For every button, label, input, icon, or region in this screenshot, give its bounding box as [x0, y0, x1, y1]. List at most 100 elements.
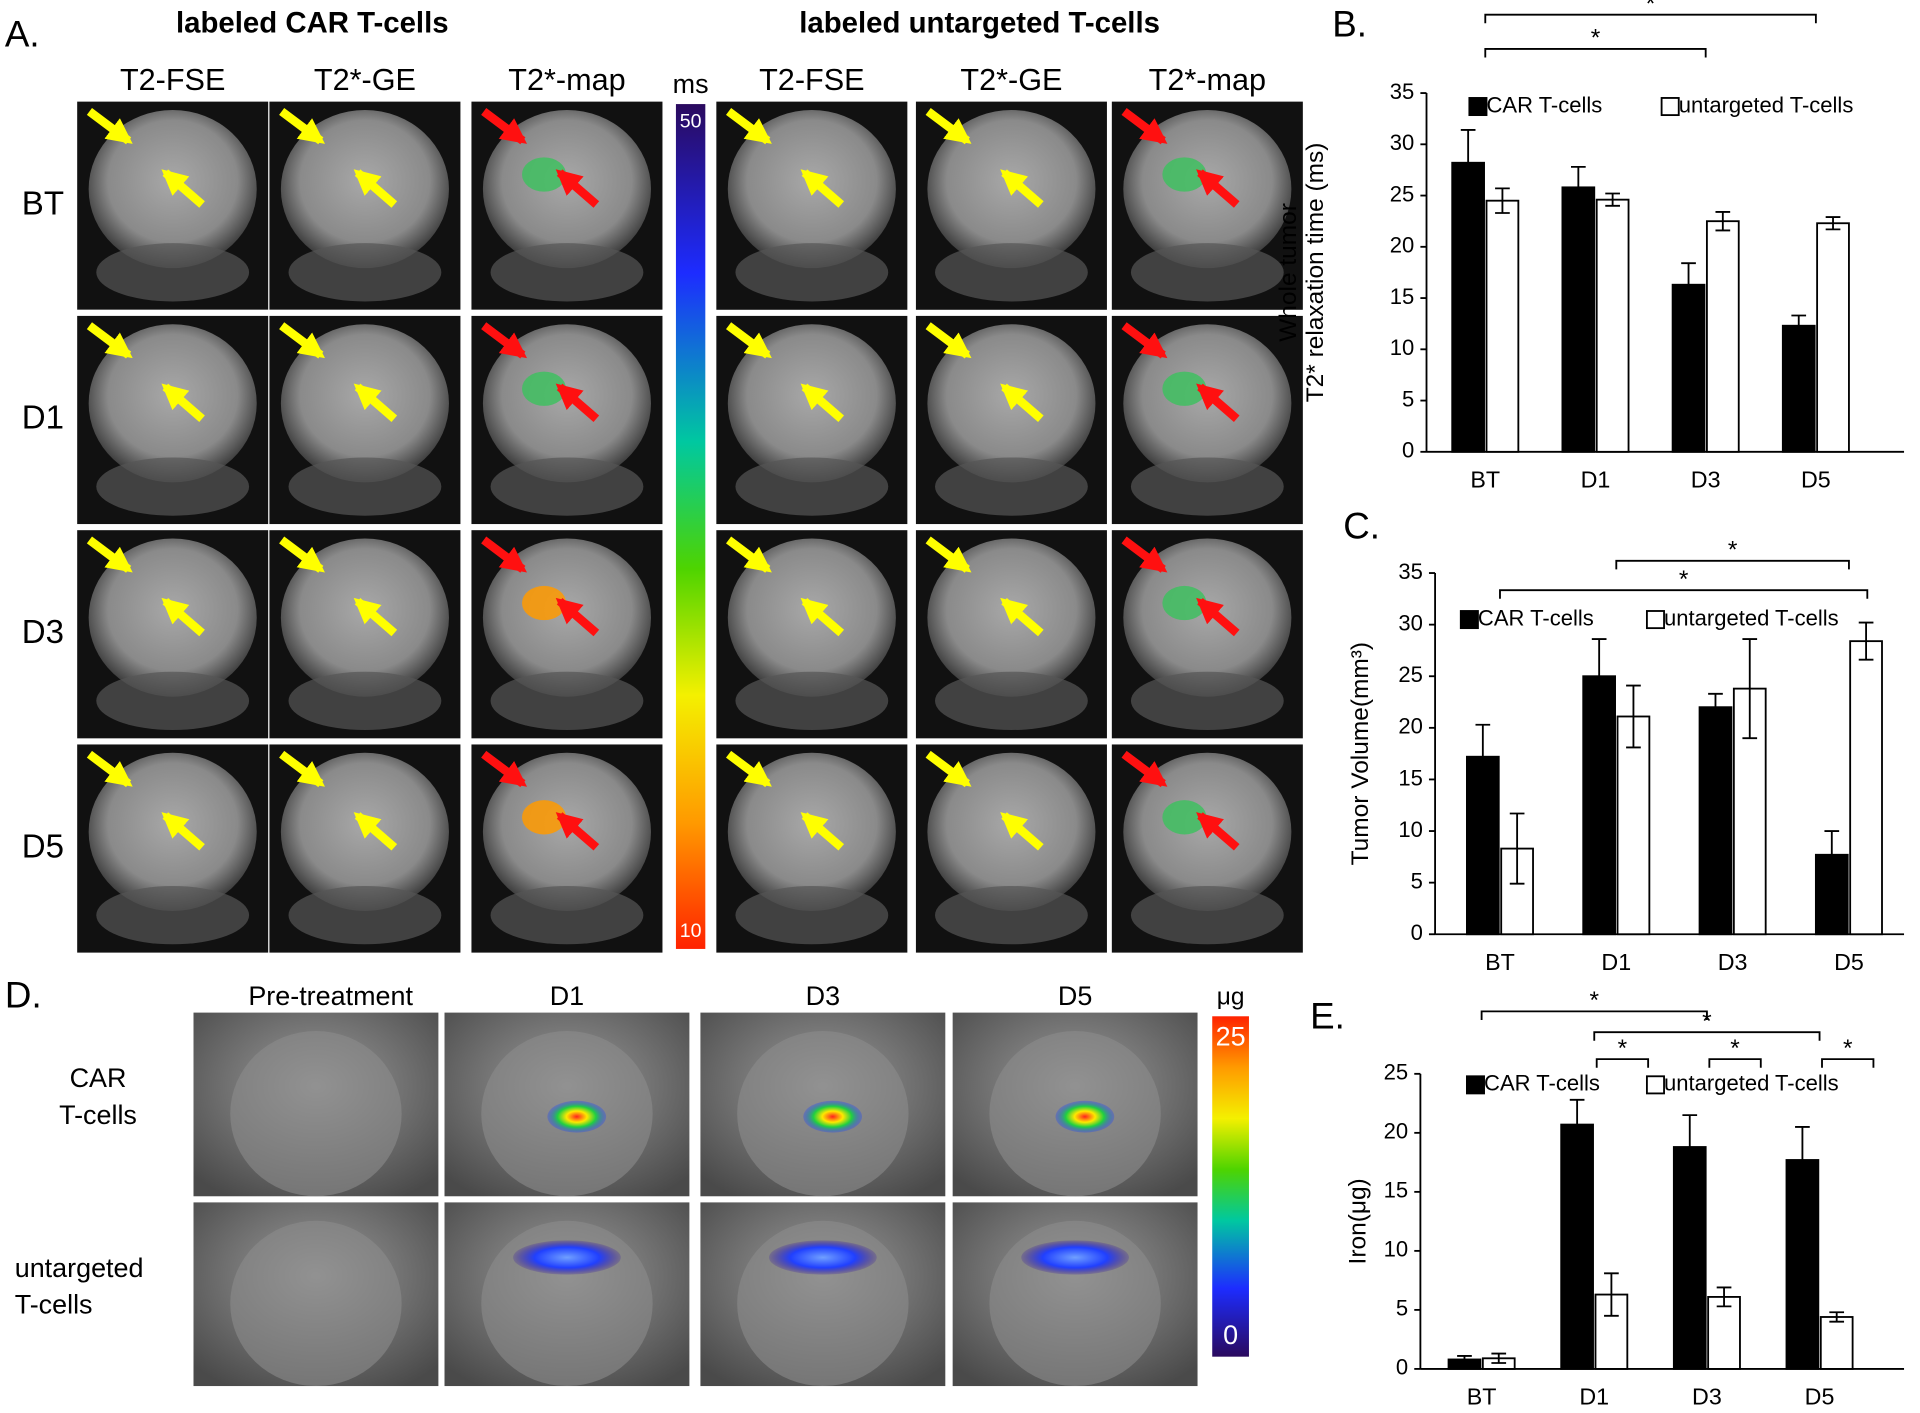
- bar: [1781, 324, 1816, 453]
- arrow: [86, 750, 133, 788]
- arrow: [555, 597, 600, 637]
- x-tick-label: D3: [1692, 1383, 1722, 1409]
- significance-star: *: [1843, 1035, 1853, 1062]
- error-bar: [1495, 187, 1510, 214]
- column-header: D1: [550, 981, 584, 1011]
- row-label: D5: [22, 828, 64, 865]
- column-header: T2*-map: [1149, 63, 1266, 97]
- arrow: [1121, 750, 1168, 788]
- error-bar: [1491, 1352, 1507, 1364]
- y-axis-label: Iron(μg): [1345, 1178, 1372, 1264]
- significance-bracket: [1499, 589, 1869, 599]
- tumor-map: [521, 800, 567, 835]
- error-bar: [1457, 1355, 1472, 1364]
- arrow: [1000, 169, 1044, 208]
- skull-base: [1130, 243, 1284, 302]
- bar: [1849, 640, 1883, 936]
- bar: [1707, 1296, 1741, 1370]
- y-tick-label: 5: [1411, 868, 1423, 893]
- error-bar: [1858, 621, 1874, 661]
- column-header: Pre-treatment: [248, 981, 413, 1011]
- legend-swatch: [1459, 610, 1479, 630]
- skull-base: [1130, 457, 1284, 516]
- mouse-head: [230, 1030, 402, 1197]
- signal: [547, 1100, 607, 1133]
- error-bar: [1605, 192, 1620, 207]
- x-tick-label: D5: [1834, 949, 1864, 975]
- y-axis-label: T2* relaxation time (ms): [1302, 143, 1329, 403]
- tumor-map: [521, 371, 567, 406]
- arrow: [1121, 536, 1168, 573]
- column-header: D5: [1058, 981, 1092, 1011]
- legend-swatch: [1645, 610, 1665, 630]
- error-bar: [1604, 1272, 1619, 1317]
- y-tick-label: 30: [1390, 130, 1414, 155]
- legend-swatch: [1468, 97, 1488, 117]
- arrow: [1000, 383, 1044, 422]
- signal: [513, 1240, 621, 1275]
- arrow: [353, 812, 398, 851]
- x-tick-label: D1: [1579, 1383, 1609, 1409]
- row-label: T-cells: [15, 1290, 93, 1320]
- error-bar: [1795, 1126, 1810, 1194]
- signal: [803, 1100, 863, 1133]
- skull-base: [96, 886, 250, 945]
- arrow: [1196, 597, 1240, 637]
- y-tick-label: 5: [1402, 386, 1414, 411]
- arrow: [481, 536, 527, 573]
- significance-bracket: [1593, 1031, 1821, 1041]
- arrow: [925, 750, 972, 788]
- arrow: [279, 322, 325, 359]
- y-tick-label: 0: [1411, 920, 1423, 945]
- arrow: [800, 169, 845, 208]
- arrow: [279, 536, 325, 573]
- y-tick-label: 20: [1398, 714, 1422, 739]
- error-bar: [1570, 165, 1586, 209]
- arrow: [279, 107, 325, 145]
- skull-base: [735, 457, 889, 516]
- significance-bracket: [1821, 1058, 1875, 1068]
- significance-star: *: [1618, 1035, 1628, 1062]
- legend-label: CAR T-cells: [1484, 1071, 1600, 1096]
- skull-base: [490, 243, 644, 302]
- tumor-map: [1162, 371, 1207, 406]
- x-tick-label: D3: [1718, 949, 1748, 975]
- panel-label: C.: [1343, 506, 1380, 547]
- y-tick-label: 30: [1398, 610, 1422, 635]
- arrow: [161, 597, 205, 637]
- significance-star: *: [1591, 25, 1601, 52]
- error-bar: [1681, 262, 1696, 308]
- tumor-map: [1162, 800, 1207, 835]
- error-bar: [1716, 1286, 1732, 1308]
- column-header: T2-FSE: [759, 63, 864, 97]
- bar: [1560, 1123, 1594, 1370]
- skull-base: [490, 886, 644, 945]
- skull-base: [288, 457, 442, 516]
- arrow: [800, 812, 845, 851]
- arrow: [1121, 107, 1168, 145]
- significance-star: *: [1728, 536, 1738, 563]
- colorbar-min: 10: [680, 920, 702, 942]
- column-header: D3: [806, 981, 840, 1011]
- tumor-map: [521, 157, 567, 192]
- skull-base: [96, 457, 250, 516]
- skull-base: [735, 243, 889, 302]
- arrow: [925, 322, 972, 359]
- arrow: [726, 107, 772, 145]
- arrow: [481, 750, 527, 788]
- arrow: [800, 597, 845, 637]
- bar: [1485, 199, 1520, 453]
- arrow: [86, 107, 133, 145]
- x-tick-label: D3: [1691, 466, 1721, 492]
- arrow: [353, 597, 398, 637]
- error-bar: [1829, 1311, 1845, 1323]
- legend-label: untargeted T-cells: [1664, 605, 1839, 630]
- significance-bracket: [1708, 1058, 1762, 1068]
- colorbar-min: 0: [1223, 1320, 1238, 1350]
- y-tick-label: 35: [1390, 79, 1414, 104]
- y-tick-label: 35: [1398, 559, 1422, 584]
- skull-base: [490, 457, 644, 516]
- row-label: D3: [22, 614, 64, 651]
- error-bar: [1591, 638, 1607, 715]
- y-tick-label: 20: [1390, 233, 1414, 258]
